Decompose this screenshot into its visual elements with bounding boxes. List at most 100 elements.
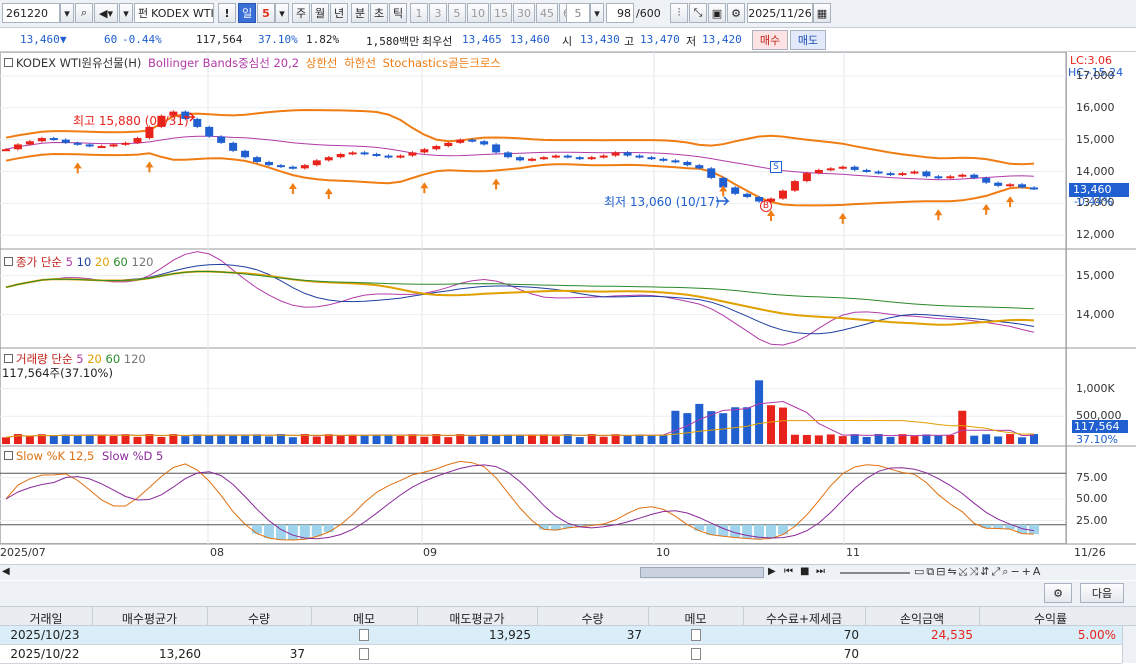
price-candle: [193, 117, 202, 129]
sound-button[interactable]: ◀▾: [94, 3, 118, 23]
memo-icon[interactable]: [359, 648, 369, 660]
price-candle: [563, 154, 572, 159]
code-dropdown-button[interactable]: ▾: [60, 3, 74, 23]
table-row[interactable]: 2025/10/22 13,260 37 70: [0, 645, 1122, 664]
x-axis-label: 11: [846, 546, 860, 559]
calendar-button[interactable]: ▦: [813, 3, 831, 23]
nav-stop-icon[interactable]: ■: [800, 566, 810, 577]
volume-bar: [61, 434, 70, 444]
volume-bar: [683, 413, 692, 444]
table-settings-button[interactable]: ⚙: [1044, 583, 1072, 603]
search-button[interactable]: ⌕: [75, 3, 93, 23]
price-candle: [456, 138, 465, 145]
chart-tools-icons[interactable]: ▭⧉⊟⇋⤩⤨⇵⤢⌕−+A: [914, 565, 1043, 578]
price-candle: [1018, 182, 1027, 189]
period-year-button[interactable]: 년: [330, 3, 348, 23]
high-annotation: 최고 15,880 (07/31): [73, 114, 189, 128]
volume-bar: [958, 410, 967, 444]
ma-tick-label: 14,000: [1076, 307, 1115, 321]
volume-bar: [432, 434, 441, 444]
price-candle: [790, 179, 799, 192]
volume-bar: [276, 434, 285, 444]
column-header[interactable]: 수량: [581, 612, 604, 626]
column-header[interactable]: 손익금액: [899, 612, 945, 626]
column-header[interactable]: 메모: [684, 612, 707, 626]
column-header[interactable]: 거래일: [29, 612, 63, 626]
volume-bar: [121, 434, 130, 444]
volume-bar: [241, 435, 250, 444]
price-candle: [157, 114, 166, 129]
volume-bar: [264, 436, 273, 444]
zoom-slider[interactable]: [840, 572, 910, 574]
column-divider: [865, 607, 866, 627]
best-ask: 13,465: [462, 33, 502, 46]
column-header[interactable]: 메모: [352, 612, 376, 626]
speaker-icon: ◀▾: [99, 6, 113, 20]
code-input[interactable]: 261220: [2, 3, 60, 23]
alert-button[interactable]: !: [218, 3, 236, 23]
chart-area[interactable]: KODEX WTI원유선물(H) Bollinger Bands중심선 20,2…: [0, 52, 1136, 564]
settings-button[interactable]: ⚙: [727, 3, 745, 23]
nav-last-icon[interactable]: ⏭: [816, 566, 825, 577]
count-input[interactable]: 5: [566, 3, 590, 23]
signal-up-arrow-icon: [324, 188, 333, 200]
minute-option-30[interactable]: 30: [513, 3, 535, 23]
signal-up-arrow-icon: [719, 185, 728, 197]
buy-button[interactable]: 매수: [752, 30, 788, 50]
price-candle: [145, 125, 154, 140]
minute-option-10[interactable]: 10: [467, 3, 489, 23]
indicator-button[interactable]: ⫶: [670, 3, 688, 23]
table-vertical-scrollbar[interactable]: [1122, 626, 1136, 663]
sell-button[interactable]: 매도: [790, 30, 826, 50]
price-tick-label: 12,000: [1076, 228, 1115, 242]
memo-icon[interactable]: [359, 629, 369, 641]
minute-option-45[interactable]: 45: [536, 3, 558, 23]
period-week-button[interactable]: 주: [292, 3, 310, 23]
next-button[interactable]: 다음: [1080, 583, 1124, 603]
period-count-dropdown[interactable]: ▾: [275, 3, 289, 23]
ma-legend-5: 5: [65, 255, 73, 269]
price-candle: [671, 159, 680, 164]
minute-option-1[interactable]: 1: [410, 3, 428, 23]
column-header[interactable]: 수량: [247, 612, 271, 626]
period-second-button[interactable]: 초: [370, 3, 388, 23]
trade-date: 2025/10/22: [10, 647, 80, 661]
save-button[interactable]: ▣: [708, 3, 726, 23]
period-day-button[interactable]: 일: [238, 3, 256, 23]
table-row[interactable]: 2025/10/23 13,925 37 70 24,535 5.00%: [0, 626, 1122, 645]
scroll-right-arrow-icon[interactable]: ▶: [768, 566, 776, 577]
memo-icon[interactable]: [690, 629, 701, 641]
horizontal-scrollbar[interactable]: ◀ ▶ ⏮ ■ ⏭ ▭⧉⊟⇋⤩⤨⇵⤢⌕−+A: [0, 564, 1136, 580]
column-divider: [743, 607, 744, 627]
period-count-button[interactable]: 5: [257, 3, 275, 23]
minute-option-15[interactable]: 15: [490, 3, 512, 23]
column-header[interactable]: 수수료+제세금: [765, 612, 843, 626]
scroll-left-arrow-icon[interactable]: ◀: [2, 566, 10, 577]
minute-option-5[interactable]: 5: [448, 3, 466, 23]
column-header[interactable]: 매도평균가: [449, 612, 505, 626]
price-candle: [121, 141, 130, 146]
minute-option-3[interactable]: 3: [429, 3, 447, 23]
compare-button[interactable]: ⤡: [689, 3, 707, 23]
lc-label: LC:3.06: [1070, 54, 1113, 67]
price-candle: [946, 175, 955, 180]
price-candle: [862, 168, 871, 173]
column-header[interactable]: 매수평균가: [121, 612, 178, 626]
range-current-input[interactable]: 98: [606, 3, 634, 23]
nav-first-icon[interactable]: ⏮: [784, 566, 793, 577]
related-button[interactable]: ▾: [119, 3, 133, 23]
column-header[interactable]: 수익률: [1033, 612, 1068, 626]
volume-bar: [1030, 434, 1038, 444]
period-month-button[interactable]: 월: [311, 3, 329, 23]
trade-date: 2025/10/23: [10, 628, 80, 642]
period-tick-button[interactable]: 틱: [389, 3, 407, 23]
period-minute-button[interactable]: 분: [351, 3, 369, 23]
chart-svg[interactable]: [0, 52, 1136, 564]
scroll-thumb[interactable]: [640, 567, 764, 578]
volume-bar: [755, 380, 764, 444]
count-dropdown[interactable]: ▾: [590, 3, 604, 23]
memo-icon[interactable]: [690, 648, 701, 660]
date-input[interactable]: 2025/11/26: [747, 3, 813, 23]
